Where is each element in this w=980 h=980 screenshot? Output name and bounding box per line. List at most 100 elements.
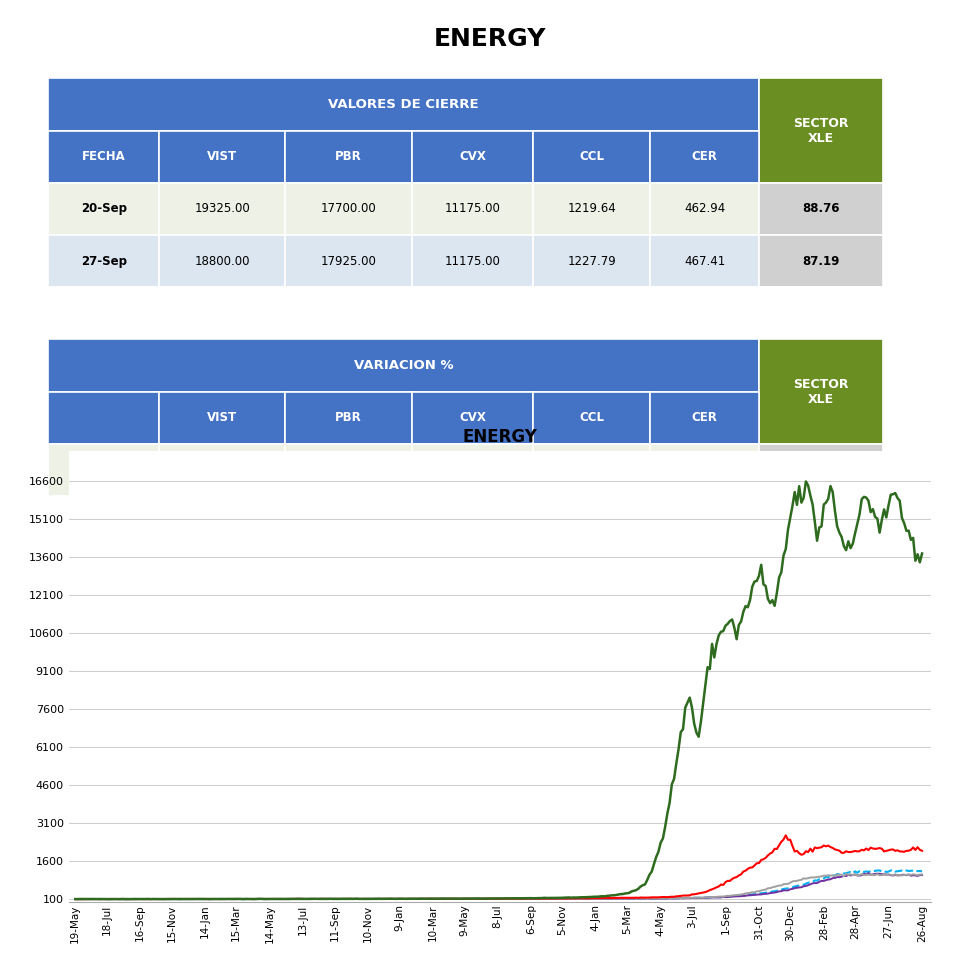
Title: ENERGY: ENERGY: [463, 428, 537, 447]
Text: 11175.00: 11175.00: [445, 203, 501, 216]
Bar: [412, 130, 533, 183]
Text: 1227.79: 1227.79: [567, 255, 616, 268]
CER: [123, 894, 135, 906]
Bar: [759, 183, 883, 235]
Text: CVX: CVX: [459, 150, 486, 164]
Line: VIST: VIST: [75, 481, 922, 899]
Bar: [412, 444, 533, 496]
Bar: [651, 130, 759, 183]
CER: [539, 893, 551, 905]
CCL: [449, 893, 461, 905]
Bar: [285, 183, 412, 235]
Text: 0.668%: 0.668%: [569, 464, 614, 476]
PBR: [78, 894, 90, 906]
Text: 20-Sep: 20-Sep: [80, 203, 126, 216]
Bar: [412, 183, 533, 235]
CER: [223, 893, 235, 905]
VIST: [800, 475, 811, 487]
PBR: [916, 845, 928, 857]
CCL: [123, 894, 135, 906]
Bar: [651, 392, 759, 444]
Text: 19325.00: 19325.00: [194, 203, 250, 216]
Bar: [48, 235, 159, 287]
Text: 1.27%: 1.27%: [329, 464, 368, 476]
CER: [887, 864, 899, 876]
Text: CER: CER: [692, 412, 717, 424]
CER: [916, 865, 928, 877]
Bar: [533, 235, 651, 287]
Line: CVX: CVX: [75, 874, 922, 899]
Text: 0.00%: 0.00%: [454, 464, 491, 476]
VIST: [916, 548, 928, 560]
CER: [719, 891, 731, 903]
Bar: [651, 444, 759, 496]
Bar: [412, 287, 533, 339]
Bar: [533, 444, 651, 496]
Bar: [159, 183, 285, 235]
VIST: [449, 893, 461, 905]
VIST: [700, 680, 711, 692]
Bar: [285, 392, 412, 444]
Bar: [651, 235, 759, 287]
PBR: [719, 876, 731, 888]
Text: SECTOR
XLE: SECTOR XLE: [793, 377, 849, 406]
Bar: [48, 444, 159, 496]
CVX: [70, 893, 81, 905]
Bar: [412, 392, 533, 444]
CVX: [539, 893, 551, 905]
Bar: [759, 78, 883, 183]
Text: 0.965%: 0.965%: [682, 464, 727, 476]
Text: VARIACION %: VARIACION %: [354, 359, 454, 372]
Bar: [48, 130, 159, 183]
Text: ENERGY: ENERGY: [434, 27, 546, 51]
Text: -2.72%: -2.72%: [201, 464, 243, 476]
Bar: [285, 235, 412, 287]
Bar: [533, 130, 651, 183]
Line: PBR: PBR: [75, 835, 922, 900]
Text: 17925.00: 17925.00: [320, 255, 376, 268]
Text: 17700.00: 17700.00: [320, 203, 376, 216]
CCL: [862, 867, 874, 879]
Text: 88.76: 88.76: [803, 203, 840, 216]
Text: RETORNO: RETORNO: [72, 464, 136, 476]
Text: 27-Sep: 27-Sep: [80, 255, 126, 268]
CVX: [916, 868, 928, 880]
Text: CCL: CCL: [579, 150, 605, 164]
Text: 18800.00: 18800.00: [194, 255, 250, 268]
VIST: [70, 893, 81, 905]
CVX: [719, 890, 731, 902]
CCL: [700, 892, 711, 904]
Text: 87.19: 87.19: [803, 255, 840, 268]
Bar: [159, 287, 285, 339]
Bar: [48, 339, 759, 392]
CER: [574, 893, 586, 905]
CVX: [223, 893, 235, 905]
PBR: [574, 893, 586, 905]
Text: 462.94: 462.94: [684, 203, 725, 216]
Text: PBR: PBR: [335, 412, 362, 424]
PBR: [780, 829, 792, 841]
Text: 467.41: 467.41: [684, 255, 725, 268]
PBR: [449, 893, 461, 905]
PBR: [223, 893, 235, 905]
Line: CER: CER: [75, 870, 922, 900]
CER: [70, 893, 81, 905]
Bar: [759, 287, 883, 339]
Bar: [533, 183, 651, 235]
Bar: [285, 444, 412, 496]
Text: CVX: CVX: [459, 412, 486, 424]
Line: CCL: CCL: [75, 873, 922, 900]
CVX: [449, 893, 461, 905]
Bar: [651, 183, 759, 235]
CCL: [539, 893, 551, 905]
Bar: [48, 287, 159, 339]
Bar: [48, 78, 759, 130]
CCL: [223, 893, 235, 905]
Text: 1219.64: 1219.64: [567, 203, 616, 216]
CCL: [916, 869, 928, 881]
Bar: [533, 392, 651, 444]
CER: [449, 893, 461, 905]
Bar: [651, 287, 759, 339]
Bar: [48, 183, 159, 235]
CCL: [70, 893, 81, 905]
